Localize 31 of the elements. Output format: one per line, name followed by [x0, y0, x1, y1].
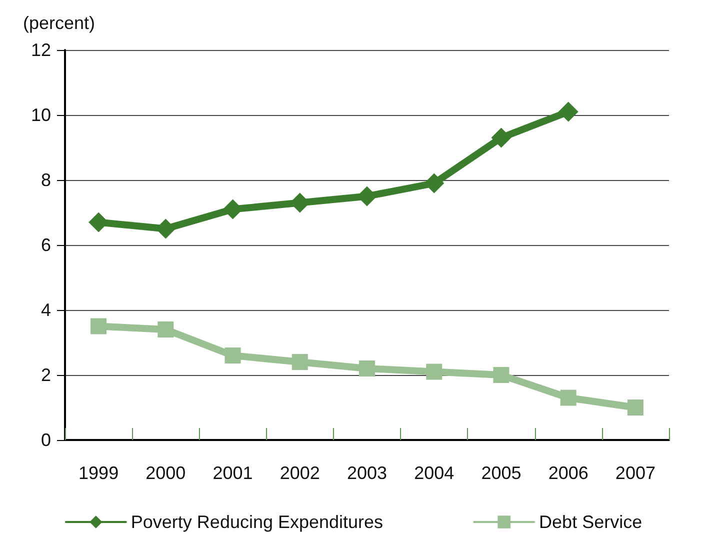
- x-tick-label: 2004: [414, 463, 454, 483]
- y-axis-title: (percent): [22, 13, 95, 33]
- point: [359, 360, 375, 376]
- point: [90, 318, 107, 334]
- point: [426, 364, 442, 380]
- y-tick-label: 2: [40, 365, 51, 385]
- point: [224, 348, 241, 364]
- y-tick-label: 0: [40, 430, 51, 450]
- point: [292, 354, 308, 370]
- x-tick-label: 2001: [212, 463, 253, 483]
- y-tick-label: 8: [40, 170, 51, 190]
- point: [558, 102, 578, 122]
- point: [560, 390, 576, 406]
- x-tick-label: 2002: [280, 463, 320, 483]
- point: [493, 367, 510, 383]
- x-tick-label: 2006: [548, 463, 588, 483]
- point: [424, 173, 444, 194]
- x-tick-label: 1999: [78, 463, 119, 483]
- legend-label: Debt Service: [539, 512, 642, 532]
- point: [627, 400, 644, 416]
- legend-label: Poverty Reducing Expenditures: [130, 512, 384, 532]
- x-tick-label: 2003: [346, 463, 388, 483]
- y-tick-label: 12: [30, 40, 51, 60]
- point: [491, 128, 512, 148]
- y-tick-label: 4: [40, 300, 51, 320]
- point: [158, 322, 174, 338]
- y-tick-label: 6: [40, 235, 51, 255]
- x-tick-label: 2000: [146, 463, 186, 483]
- x-tick-label: 2007: [615, 463, 656, 483]
- x-tick-label: 2005: [481, 463, 522, 483]
- y-tick-label: 10: [30, 105, 51, 125]
